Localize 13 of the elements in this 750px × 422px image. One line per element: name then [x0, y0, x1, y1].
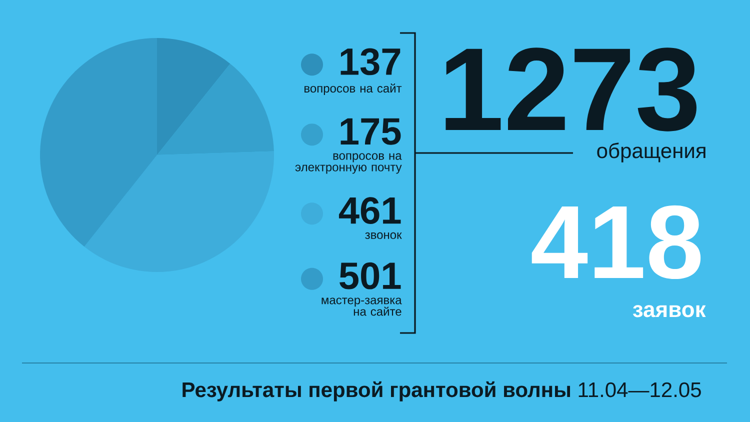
legend-label: вопросов на сайт: [304, 84, 402, 95]
data-label: 501: [340, 262, 401, 290]
text: 418: [532, 205, 701, 280]
data-label: 175: [340, 118, 401, 145]
text: обращения: [597, 142, 706, 162]
text: Результаты первой грантовой волны 11.04—12.05: [182, 381, 701, 402]
data-label: 461: [338, 197, 401, 224]
slice-label: звонок: [365, 232, 402, 239]
text: заявок: [632, 305, 706, 318]
data-label: 137: [340, 48, 400, 76]
legend-label: вопросов на электронную почту: [295, 153, 402, 174]
legend-label: мастер-заявка на сайте: [322, 298, 402, 316]
text: 1273: [446, 48, 696, 132]
